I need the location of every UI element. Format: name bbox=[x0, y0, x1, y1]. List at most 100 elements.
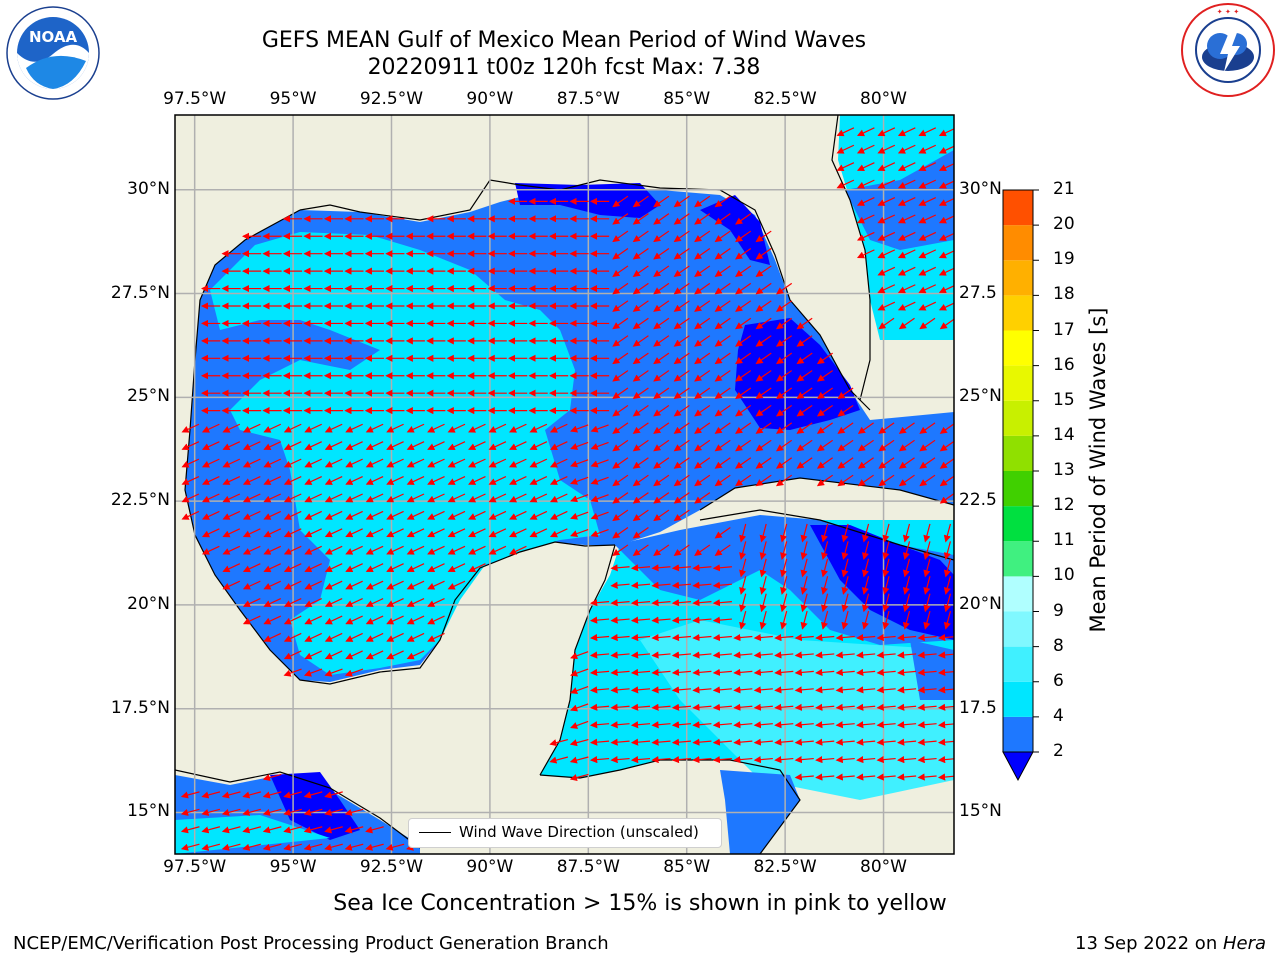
wind-wave-arrow bbox=[712, 599, 732, 607]
wind-wave-arrow bbox=[386, 545, 404, 555]
lat-tick-right: 27.5 bbox=[959, 282, 997, 303]
wind-wave-arrow bbox=[365, 615, 384, 625]
wind-wave-arrow bbox=[488, 510, 507, 520]
wind-wave-arrow bbox=[612, 213, 629, 225]
wind-wave-arrow bbox=[653, 439, 670, 452]
coastline-cuba bbox=[699, 477, 954, 511]
wind-wave-arrow bbox=[775, 387, 793, 400]
wind-wave-arrow bbox=[694, 404, 711, 417]
wind-wave-arrow bbox=[861, 541, 870, 560]
colorbar-tick-label: 17 bbox=[1053, 319, 1075, 340]
wind-wave-arrow bbox=[815, 773, 835, 781]
wind-wave-arrow bbox=[943, 576, 952, 595]
wind-wave-arrow bbox=[653, 492, 670, 504]
wind-wave-arrow bbox=[796, 317, 813, 330]
wind-wave-arrow bbox=[671, 599, 692, 607]
wind-wave-arrow bbox=[263, 545, 282, 555]
wind-wave-arrow bbox=[878, 422, 895, 434]
wind-wave-arrow bbox=[939, 492, 954, 504]
wind-wave-arrow bbox=[877, 127, 896, 137]
wind-wave-arrow bbox=[632, 230, 649, 243]
wind-wave-arrow bbox=[653, 544, 670, 556]
wind-wave-arrow bbox=[549, 528, 568, 538]
wind-wave-arrow bbox=[632, 527, 649, 539]
wind-wave-arrow bbox=[344, 668, 364, 677]
wind-wave-arrow bbox=[549, 510, 568, 520]
wind-wave-arrow bbox=[877, 179, 896, 189]
wind-wave-arrow bbox=[468, 528, 486, 538]
wind-wave-arrow bbox=[877, 162, 896, 172]
wind-wave-arrow bbox=[835, 668, 855, 677]
wind-wave-arrow bbox=[324, 826, 343, 834]
colorbar-segment bbox=[1003, 190, 1033, 226]
wind-wave-arrow bbox=[794, 633, 814, 642]
wind-wave-arrow bbox=[917, 703, 937, 711]
wind-wave-arrow bbox=[918, 197, 937, 206]
wind-wave-arrow bbox=[365, 528, 384, 538]
wind-wave-arrow bbox=[222, 441, 241, 451]
wind-wave-arrow bbox=[923, 523, 931, 543]
wind-wave-arrow bbox=[632, 195, 649, 208]
wind-wave-arrow bbox=[714, 213, 731, 225]
wind-wave-arrow bbox=[406, 632, 425, 642]
noaa-logo: NOAA bbox=[4, 6, 102, 100]
wind-wave-arrow bbox=[304, 563, 322, 573]
wind-wave-arrow bbox=[835, 721, 855, 729]
wind-wave-arrow bbox=[365, 650, 384, 660]
wind-wave-arrow bbox=[304, 493, 322, 503]
wind-wave-arrow bbox=[937, 738, 954, 746]
wind-wave-arrow bbox=[694, 300, 711, 312]
wind-wave-arrow bbox=[882, 593, 890, 613]
colorbar-tick-label: 12 bbox=[1053, 495, 1075, 516]
coastline-yucatan bbox=[539, 544, 616, 776]
wind-wave-arrow bbox=[878, 439, 895, 452]
wind-wave-arrow bbox=[324, 632, 343, 642]
wind-wave-arrow bbox=[923, 593, 931, 613]
wind-wave-arrow bbox=[386, 632, 404, 642]
wind-wave-arrow bbox=[386, 580, 404, 590]
wind-wave-arrow bbox=[877, 197, 896, 206]
wind-wave-arrow bbox=[821, 576, 829, 595]
colorbar-tick-label: 18 bbox=[1053, 284, 1075, 305]
wind-wave-arrow bbox=[800, 576, 808, 595]
wind-wave-arrow bbox=[610, 756, 630, 764]
wind-wave-arrow bbox=[692, 738, 712, 746]
wind-wave-arrow bbox=[712, 668, 732, 677]
wind-wave-arrow bbox=[714, 282, 731, 295]
wind-wave-arrow bbox=[529, 441, 548, 451]
wind-wave-arrow bbox=[324, 476, 343, 485]
wind-wave-arrow bbox=[222, 493, 241, 503]
wind-wave-arrow bbox=[774, 756, 794, 764]
wind-wave-arrow bbox=[673, 387, 690, 400]
wind-wave-arrow bbox=[878, 317, 895, 330]
wind-wave-arrow bbox=[570, 529, 589, 538]
colorbar-tick-label: 10 bbox=[1053, 565, 1075, 586]
wind-wave-arrow bbox=[589, 651, 610, 659]
wind-wave-arrow bbox=[324, 650, 343, 660]
wind-wave-arrow bbox=[427, 458, 445, 468]
wind-wave-arrow bbox=[671, 633, 692, 642]
wind-wave-arrow bbox=[468, 441, 486, 451]
lon-tick-bottom: 97.5°W bbox=[163, 857, 227, 877]
wind-wave-arrow bbox=[570, 511, 589, 520]
wind-wave-arrow bbox=[653, 387, 670, 400]
wind-wave-arrow bbox=[714, 527, 731, 539]
wind-wave-arrow bbox=[735, 457, 752, 469]
wind-wave-arrow bbox=[735, 404, 752, 417]
wind-wave-arrow bbox=[896, 721, 917, 729]
wind-wave-arrow bbox=[671, 651, 692, 659]
wind-wave-arrow bbox=[857, 439, 874, 452]
wind-wave-arrow bbox=[780, 576, 788, 595]
wind-wave-arrow bbox=[632, 300, 649, 312]
wind-wave-arrow bbox=[610, 721, 630, 729]
wind-wave-arrow bbox=[345, 563, 363, 573]
wind-wave-arrow bbox=[612, 230, 629, 243]
wind-wave-arrow bbox=[835, 633, 855, 642]
wind-wave-arrow bbox=[714, 230, 731, 243]
wind-wave-arrow bbox=[589, 703, 610, 711]
wind-wave-arrow bbox=[780, 523, 788, 543]
wind-wave-arrow bbox=[943, 593, 952, 613]
wind-wave-arrow bbox=[201, 476, 220, 485]
wind-wave-arrow bbox=[856, 651, 876, 659]
wind-wave-arrow bbox=[733, 756, 753, 764]
